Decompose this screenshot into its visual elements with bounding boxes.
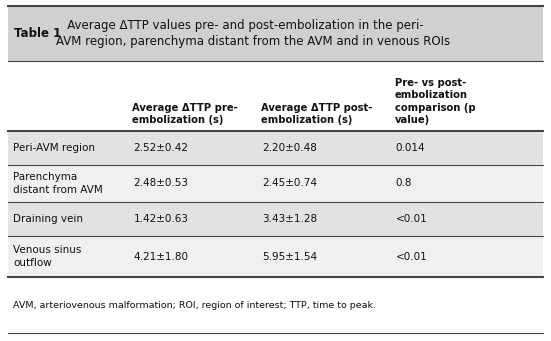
Text: 2.20±0.48: 2.20±0.48: [262, 143, 317, 153]
Bar: [8, 6, 543, 61]
Text: 4.21±1.80: 4.21±1.80: [133, 252, 188, 262]
Text: Average ΔTTP pre-
embolization (s): Average ΔTTP pre- embolization (s): [132, 103, 238, 125]
Bar: [8, 131, 543, 165]
Bar: [8, 202, 543, 236]
Text: 0.014: 0.014: [396, 143, 425, 153]
Text: 0.8: 0.8: [396, 178, 412, 189]
Bar: [8, 236, 543, 277]
Text: Parenchyma
distant from AVM: Parenchyma distant from AVM: [13, 172, 102, 195]
Text: 2.45±0.74: 2.45±0.74: [262, 178, 317, 189]
Bar: [8, 165, 543, 202]
Text: Draining vein: Draining vein: [13, 214, 83, 224]
Text: 2.48±0.53: 2.48±0.53: [133, 178, 188, 189]
Text: 3.43±1.28: 3.43±1.28: [262, 214, 317, 224]
Text: <0.01: <0.01: [396, 214, 427, 224]
Text: Pre- vs post-
embolization
comparison (p
value): Pre- vs post- embolization comparison (p…: [395, 78, 475, 125]
Text: Table 1: Table 1: [14, 27, 61, 40]
Text: 2.52±0.42: 2.52±0.42: [133, 143, 188, 153]
Bar: [8, 61, 543, 131]
Text: Average ΔTTP values pre- and post-embolization in the peri-
AVM region, parenchy: Average ΔTTP values pre- and post-emboli…: [56, 19, 450, 48]
Text: 1.42±0.63: 1.42±0.63: [133, 214, 188, 224]
Bar: [8, 277, 543, 333]
Text: Venous sinus
outflow: Venous sinus outflow: [13, 245, 82, 268]
Text: Average ΔTTP post-
embolization (s): Average ΔTTP post- embolization (s): [261, 103, 372, 125]
Text: 5.95±1.54: 5.95±1.54: [262, 252, 317, 262]
Text: <0.01: <0.01: [396, 252, 427, 262]
Text: AVM, arteriovenous malformation; ROI, region of interest; TTP, time to peak.: AVM, arteriovenous malformation; ROI, re…: [13, 300, 376, 310]
Text: Peri-AVM region: Peri-AVM region: [13, 143, 95, 153]
